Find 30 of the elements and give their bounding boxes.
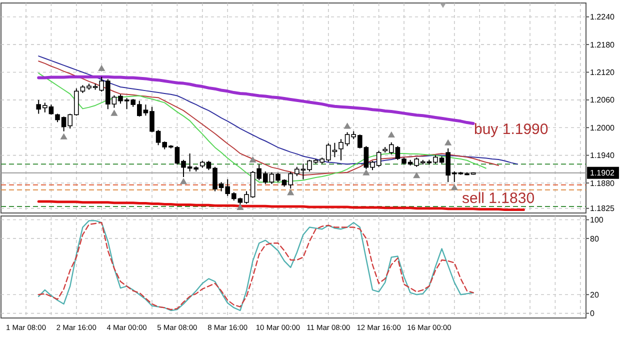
y-tick-label: 80: [590, 234, 600, 244]
point: [444, 139, 452, 146]
y-tick-label: 20: [590, 290, 600, 300]
line-series: [38, 60, 499, 176]
point: [413, 172, 420, 178]
point: [450, 184, 458, 190]
y-tick-label: 1.1880: [590, 178, 616, 188]
point: [60, 133, 68, 140]
point: [236, 204, 244, 210]
point: [110, 110, 118, 116]
point: [249, 156, 256, 162]
line-series: [37, 75, 475, 125]
point: [344, 122, 351, 129]
y-tick-label: 1.2000: [590, 123, 616, 132]
y-tick-label: 1.2060: [590, 96, 616, 105]
annotation: sell 1.1830: [462, 190, 535, 207]
y-tick-label: 1.2180: [590, 40, 616, 50]
point: [287, 189, 294, 196]
point: [180, 178, 188, 184]
y-tick-label: 1.2120: [590, 68, 616, 78]
annotation: buy 1.1990: [474, 121, 548, 138]
y-tick-label: 1.1825: [590, 204, 616, 214]
y-tick-label: 1.1940: [590, 151, 616, 160]
point: [98, 64, 106, 72]
ref-line-label: 1.1902: [590, 168, 616, 178]
y-tick-label: 1.2240: [590, 12, 616, 22]
y-tick-label: 100: [590, 216, 604, 225]
point: [388, 131, 395, 138]
y-tick-label: 0: [590, 309, 595, 318]
point: [362, 169, 370, 176]
